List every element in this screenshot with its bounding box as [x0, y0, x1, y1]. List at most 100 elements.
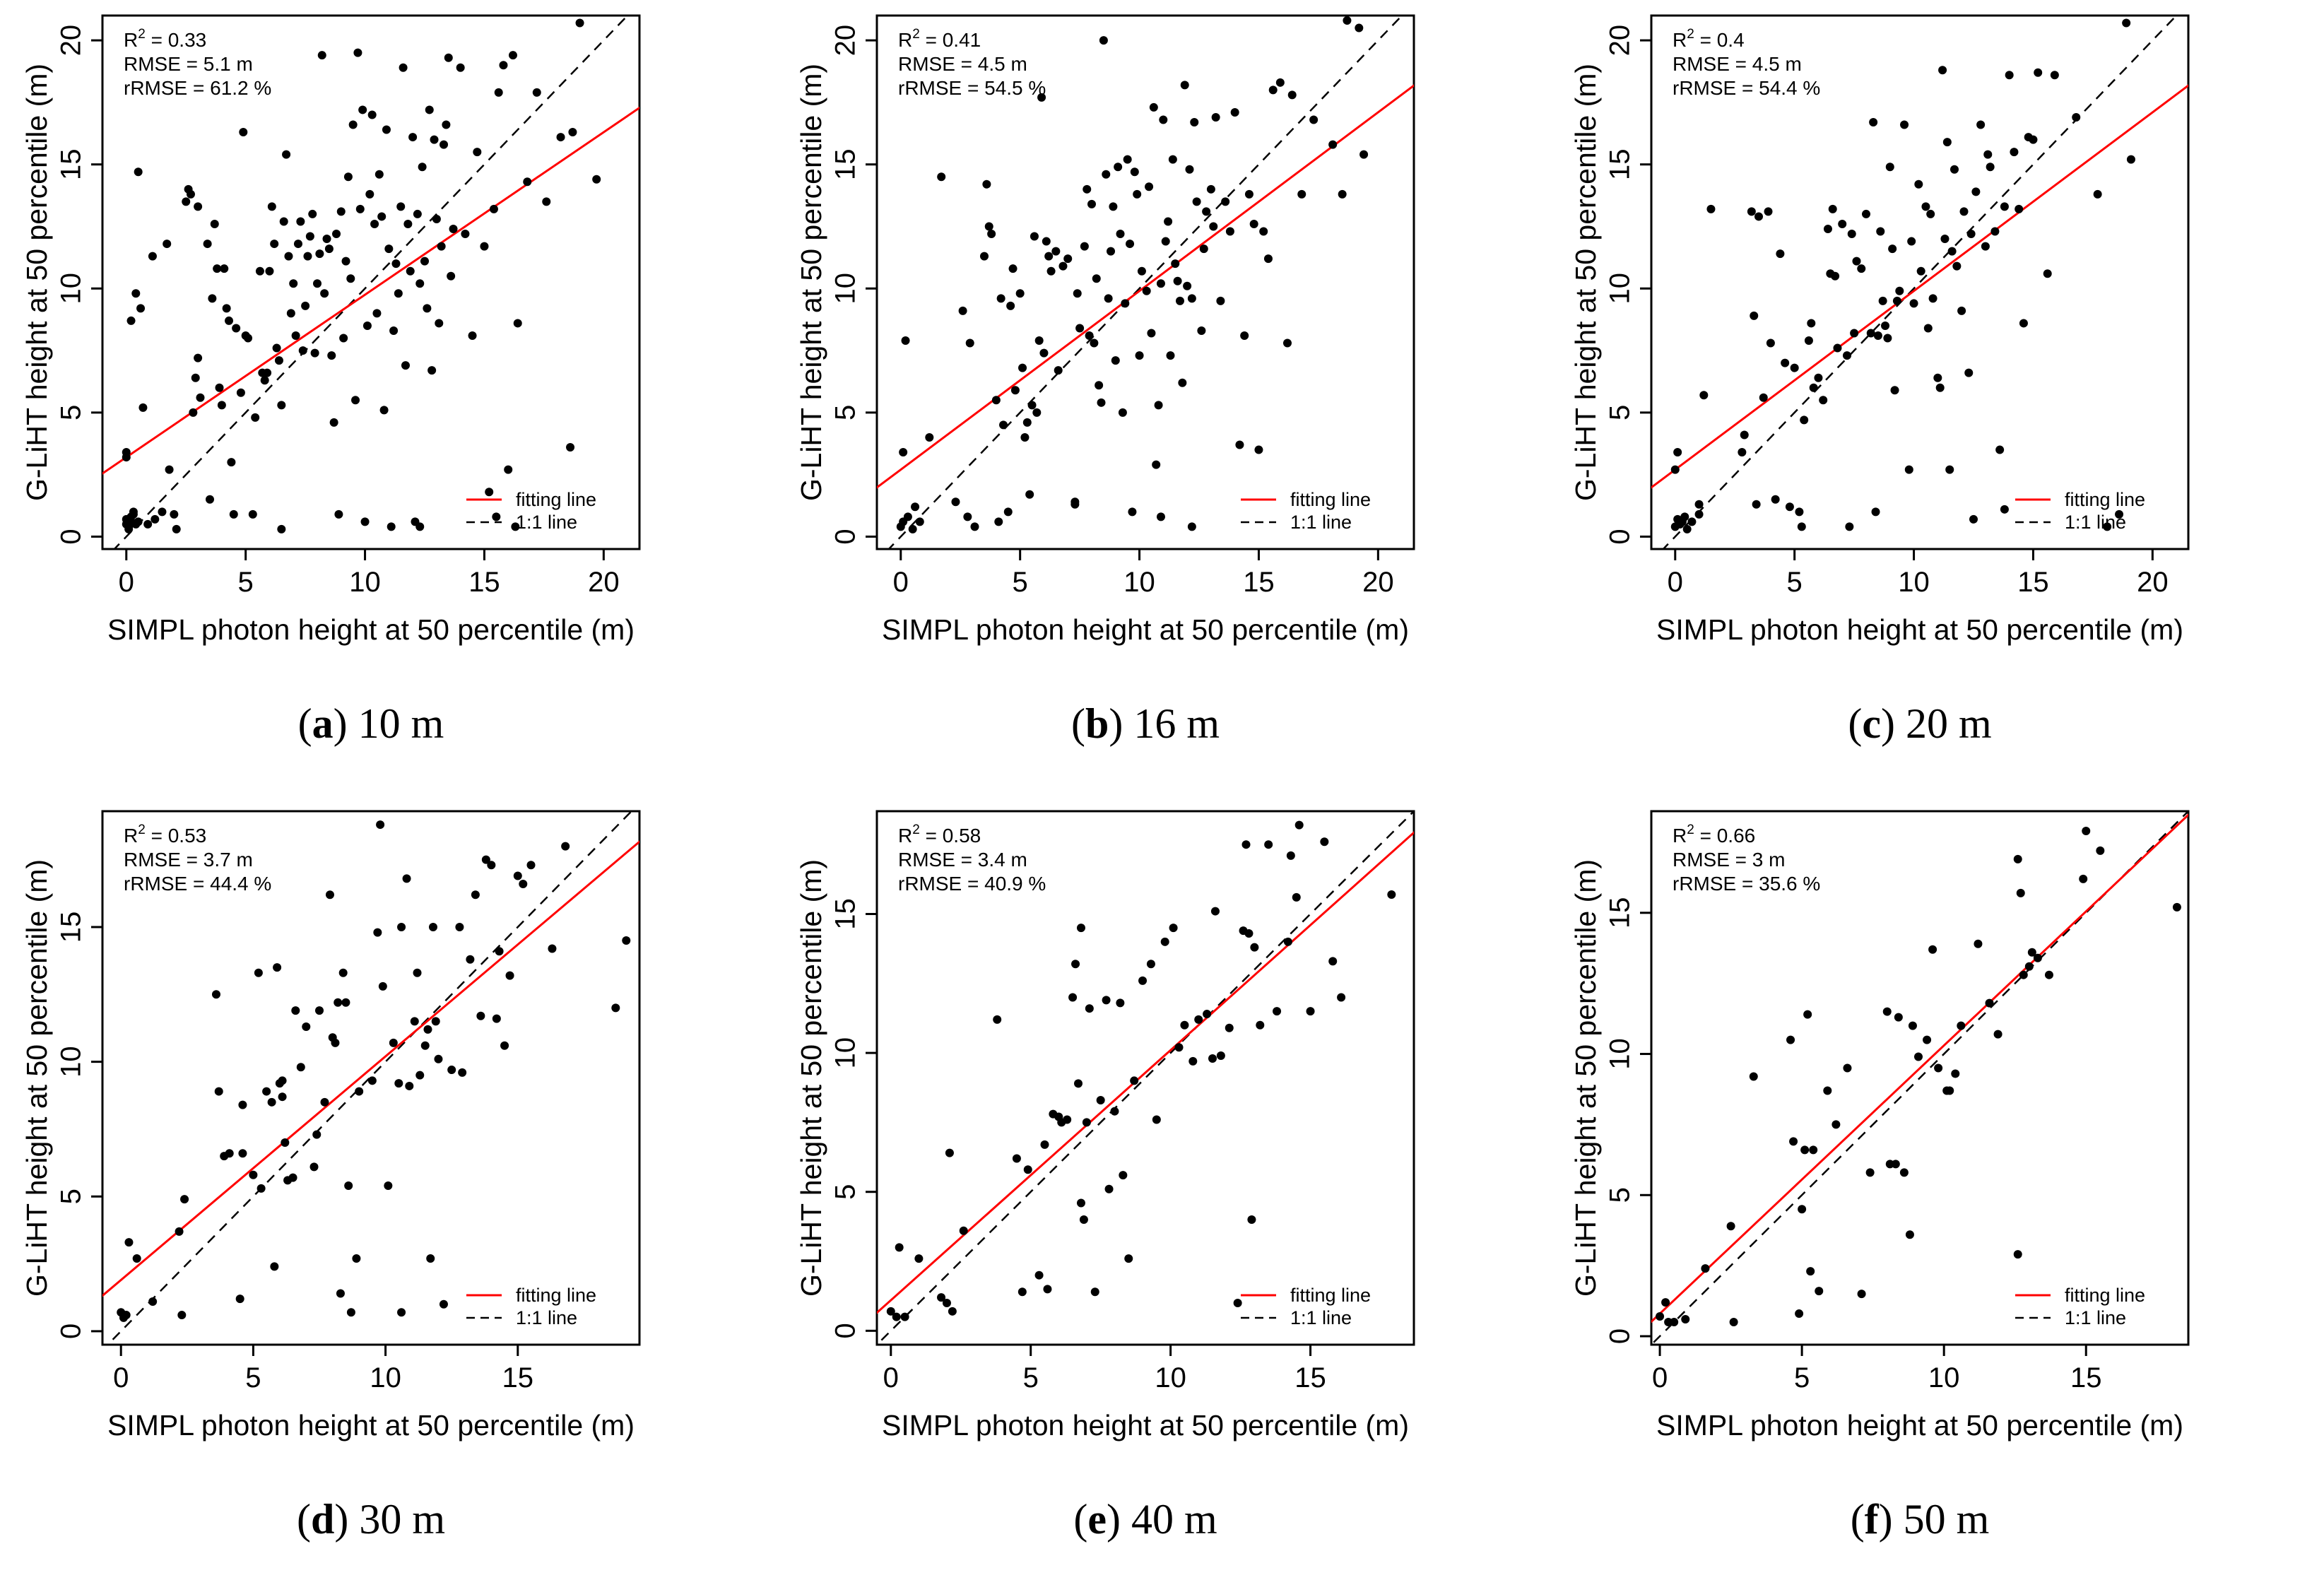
x-tick-label: 5	[1023, 1362, 1039, 1393]
data-point	[1128, 507, 1137, 517]
data-point	[1995, 445, 2005, 454]
data-point	[1209, 222, 1218, 231]
data-point	[886, 1307, 895, 1316]
panel-label: c	[1862, 700, 1881, 747]
data-point	[1907, 237, 1916, 246]
data-point	[1933, 373, 1942, 382]
data-point	[122, 1311, 131, 1320]
y-tick-label: 0	[1605, 529, 1636, 544]
data-point	[343, 172, 353, 182]
y-tick-label: 10	[830, 273, 861, 305]
data-point	[492, 1014, 501, 1023]
data-point	[1206, 184, 1215, 194]
data-point	[1149, 102, 1158, 112]
data-point	[1287, 90, 1297, 100]
data-point	[1171, 259, 1180, 269]
y-axis-label: G-LiHT height at 50 percentile (m)	[20, 64, 53, 501]
data-point	[370, 219, 379, 228]
data-point	[415, 279, 425, 288]
data-point	[447, 1066, 456, 1075]
data-point	[1789, 1137, 1798, 1146]
data-point	[401, 361, 410, 370]
data-point	[1976, 120, 1986, 129]
data-point	[2126, 155, 2135, 164]
data-point	[206, 495, 214, 504]
data-point	[439, 1299, 448, 1309]
data-point	[1759, 393, 1768, 402]
data-point	[1798, 1205, 1807, 1214]
data-point	[391, 259, 401, 269]
data-point	[1068, 993, 1078, 1002]
data-point	[1729, 1318, 1738, 1327]
data-point	[314, 1006, 324, 1015]
data-point	[1083, 184, 1092, 194]
data-point	[991, 396, 1001, 405]
x-tick-label: 15	[1294, 1362, 1326, 1393]
data-point	[1076, 1198, 1085, 1208]
data-point	[1040, 1140, 1049, 1149]
data-point	[1102, 170, 1111, 179]
y-tick-label: 15	[1605, 148, 1636, 180]
data-point	[1935, 383, 1945, 392]
y-tick-label: 10	[1605, 273, 1636, 305]
data-point	[310, 348, 319, 358]
data-point	[344, 1181, 353, 1191]
data-point	[1292, 892, 1301, 902]
rrmse-stat: rRMSE = 54.4 %	[1673, 77, 1820, 99]
data-point	[1256, 1020, 1265, 1030]
one-to-one-line	[1651, 811, 2188, 1345]
data-point	[238, 1149, 247, 1158]
data-point	[1023, 1165, 1032, 1174]
rrmse-stat: rRMSE = 61.2 %	[124, 77, 271, 99]
data-point	[376, 820, 385, 830]
data-point	[1892, 296, 1901, 305]
data-point	[1018, 363, 1027, 372]
data-point	[289, 279, 298, 288]
data-point	[2072, 112, 2081, 122]
data-point	[1210, 907, 1220, 916]
data-point	[1764, 207, 1773, 216]
data-point	[2019, 970, 2028, 979]
data-point	[217, 401, 226, 410]
data-point	[499, 61, 508, 70]
data-point	[1754, 212, 1763, 221]
fitting-line	[1651, 84, 2188, 489]
data-point	[410, 1017, 419, 1026]
data-point	[274, 356, 283, 365]
data-point	[1785, 502, 1794, 512]
data-point	[1039, 348, 1049, 358]
data-point	[334, 509, 343, 519]
data-point	[513, 871, 522, 880]
data-point	[1993, 1030, 2002, 1039]
data-point	[1786, 1035, 1795, 1044]
data-point	[296, 1063, 305, 1072]
data-point	[346, 1308, 355, 1317]
data-point	[1102, 996, 1111, 1005]
data-point	[1254, 445, 1263, 454]
data-point	[298, 346, 307, 355]
panel-caption: (a) 10 m	[297, 700, 444, 747]
data-point	[1268, 86, 1278, 95]
data-point	[196, 393, 205, 402]
data-point	[1983, 150, 1993, 159]
data-point	[900, 1312, 909, 1321]
data-point	[1862, 209, 1870, 218]
data-point	[1187, 522, 1196, 531]
data-point	[2079, 874, 2088, 883]
data-point	[339, 334, 348, 343]
data-point	[1885, 163, 1894, 172]
data-point	[942, 1299, 951, 1308]
data-point	[993, 1015, 1002, 1024]
x-tick-label: 0	[113, 1362, 129, 1393]
data-point	[481, 855, 490, 864]
data-point	[420, 1041, 430, 1050]
y-tick-label: 15	[830, 898, 861, 930]
data-point	[1945, 465, 1954, 474]
data-point	[449, 225, 458, 233]
x-tick-label: 20	[1362, 567, 1394, 598]
data-point	[1282, 338, 1292, 348]
data-point	[911, 502, 920, 512]
data-point	[1034, 1270, 1044, 1280]
data-point	[278, 1076, 287, 1085]
data-point	[138, 403, 148, 412]
